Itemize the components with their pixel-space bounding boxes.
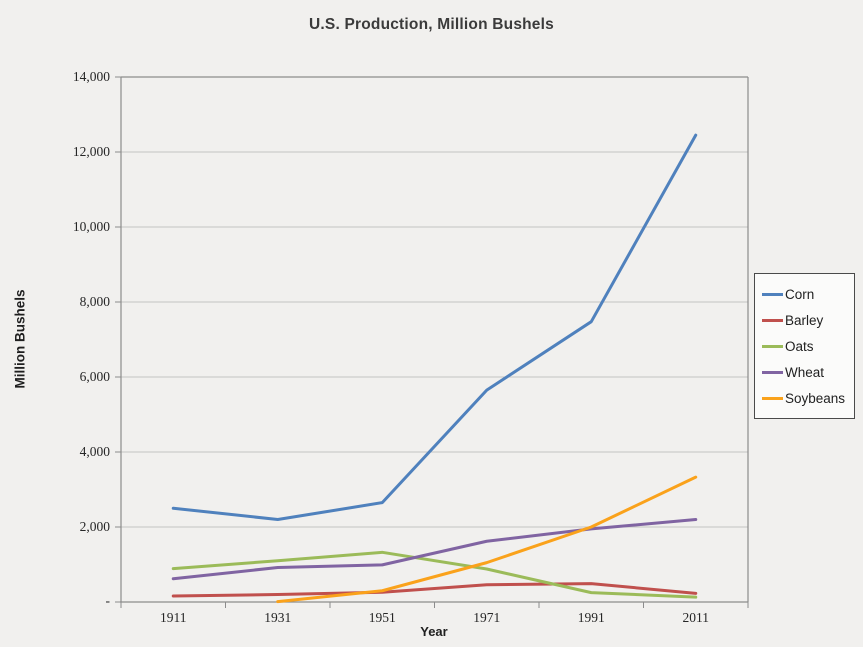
y-tick-label: 8,000 [79,294,110,309]
legend-item-corn: Corn [762,281,850,307]
y-tick-label: 14,000 [72,69,110,84]
legend-swatch-icon [762,292,783,296]
y-tick-label: 2,000 [79,519,110,534]
series-line-oats [171,550,698,599]
legend-item-soybeans: Soybeans [762,385,850,411]
legend-swatch-icon [762,344,783,348]
y-tick-label: 10,000 [72,219,110,234]
legend-item-oats: Oats [762,333,850,359]
y-tick-label: 4,000 [79,444,110,459]
x-tick-label: 1971 [473,610,501,625]
y-tick-label-zero: - [105,593,111,608]
x-tick-label: 1931 [264,610,292,625]
legend-label: Soybeans [785,390,846,406]
chart-title: U.S. Production, Million Bushels [309,16,554,33]
legend-label: Corn [785,286,815,302]
x-tick-label: 1911 [160,610,187,625]
legend-label: Wheat [785,364,825,380]
legend-item-wheat: Wheat [762,359,850,385]
series-line-soybeans [276,475,698,604]
legend-item-barley: Barley [762,307,850,333]
series-line-barley [171,582,698,598]
legend-label: Oats [785,338,814,354]
series-line-corn [171,133,698,521]
legend: Corn Barley Oats Wheat Soybeans [754,273,855,419]
legend-swatch-icon [762,318,783,322]
legend-swatch-icon [762,370,783,374]
legend-label: Barley [785,312,824,328]
x-tick-label: 1991 [577,610,605,625]
y-tick-label: 12,000 [72,144,110,159]
x-tick-label: 2011 [682,610,710,625]
y-tick-label: 6,000 [79,369,110,384]
x-axis-title: Year [420,624,448,639]
x-tick-label: 1951 [368,610,396,625]
legend-swatch-icon [762,396,783,400]
series-line-wheat [171,518,698,581]
